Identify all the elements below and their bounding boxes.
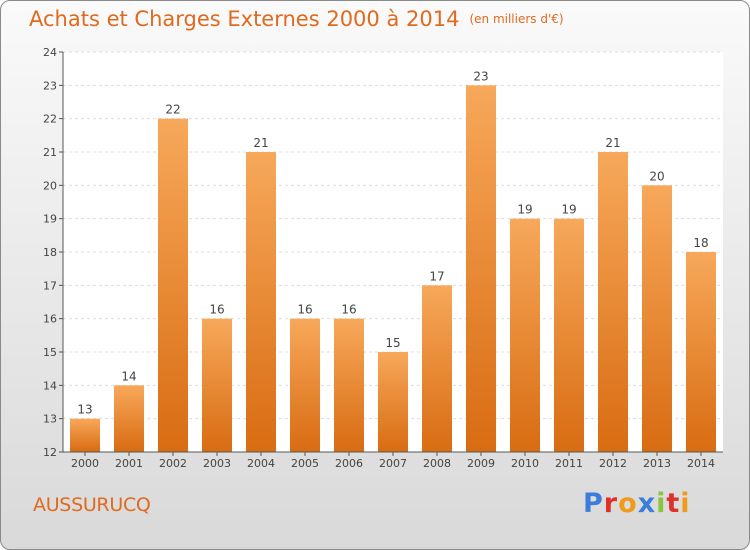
logo-letter: t: [666, 488, 681, 519]
bar: [554, 218, 584, 452]
data-label: 16: [209, 303, 224, 317]
data-labels: 13 14 22 16 21 16 16 15 17 23 19 19 21 20 18: [77, 69, 708, 416]
x-tick-label: 2002: [159, 457, 187, 470]
y-tick-label: 12: [43, 446, 57, 459]
bar: [158, 118, 188, 453]
data-label: 13: [77, 403, 92, 417]
x-tick-label: 2006: [335, 457, 363, 470]
y-tick-label: 13: [43, 413, 57, 426]
y-tick-label: 24: [43, 46, 57, 59]
y-tick-label: 16: [43, 313, 57, 326]
data-label: 21: [253, 136, 268, 150]
bar: [422, 285, 452, 452]
x-tick-label: 2009: [467, 457, 495, 470]
bar: [642, 185, 672, 453]
bars: [70, 85, 716, 453]
y-tick-label: 23: [43, 79, 57, 92]
bar: [334, 318, 364, 452]
bar: [246, 152, 276, 452]
bar: [510, 218, 540, 452]
data-label: 22: [165, 103, 180, 117]
x-tick-label: 2012: [599, 457, 627, 470]
data-label: 16: [297, 303, 312, 317]
logo-letter: i: [680, 488, 691, 519]
logo-letter: i: [656, 488, 667, 519]
y-tick-label: 19: [43, 213, 57, 226]
data-label: 21: [605, 136, 620, 150]
data-label: 14: [121, 369, 136, 383]
data-label: 16: [341, 303, 356, 317]
chart-subtitle: (en milliers d'€): [469, 12, 564, 26]
y-tick-label: 21: [43, 146, 57, 159]
x-tick-label: 2008: [423, 457, 451, 470]
y-tick-labels: 12 13 14 15 16 17 18 19 20 21 22 23 24: [43, 46, 63, 459]
y-tick-label: 20: [43, 179, 57, 192]
x-tick-label: 2010: [511, 457, 539, 470]
x-tick-label: 2013: [643, 457, 671, 470]
bar: [466, 85, 496, 452]
bar: [290, 318, 320, 452]
x-tick-label: 2003: [203, 457, 231, 470]
y-tick-label: 18: [43, 246, 57, 259]
logo-letter: o: [618, 488, 638, 519]
logo-letter: r: [603, 488, 619, 519]
y-tick-label: 22: [43, 113, 57, 126]
bar: [378, 352, 408, 452]
logo-letter: x: [637, 488, 657, 519]
data-label: 17: [429, 269, 444, 283]
data-label: 19: [561, 203, 576, 217]
data-label: 19: [517, 203, 532, 217]
x-tick-label: 2004: [247, 457, 275, 470]
x-tick-label: 2007: [379, 457, 407, 470]
x-tick-label: 2011: [555, 457, 583, 470]
bar: [114, 385, 144, 452]
x-tick-labels: 2000 2001 2002 2003 2004 2005 2006 2007 2008 2009…: [71, 452, 715, 470]
y-tick-label: 15: [43, 346, 57, 359]
proxiti-logo: Proxiti: [583, 488, 691, 519]
bar: [598, 152, 628, 452]
location-name: AUSSURUCQ: [33, 494, 151, 516]
y-tick-label: 14: [43, 379, 57, 392]
chart-title: Achats et Charges Externes 2000 à 2014 (e…: [29, 7, 564, 31]
chart-title-text: Achats et Charges Externes 2000 à 2014: [29, 7, 460, 31]
x-tick-label: 2001: [115, 457, 143, 470]
x-tick-label: 2014: [687, 457, 715, 470]
bar: [686, 252, 716, 452]
bar: [202, 318, 232, 452]
logo-letter: P: [583, 488, 604, 519]
bar: [70, 418, 100, 452]
y-tick-label: 17: [43, 279, 57, 292]
data-label: 15: [385, 336, 400, 350]
x-tick-label: 2005: [291, 457, 319, 470]
data-label: 23: [473, 69, 488, 83]
data-label: 18: [693, 236, 708, 250]
x-tick-label: 2000: [71, 457, 99, 470]
data-label: 20: [649, 169, 664, 183]
